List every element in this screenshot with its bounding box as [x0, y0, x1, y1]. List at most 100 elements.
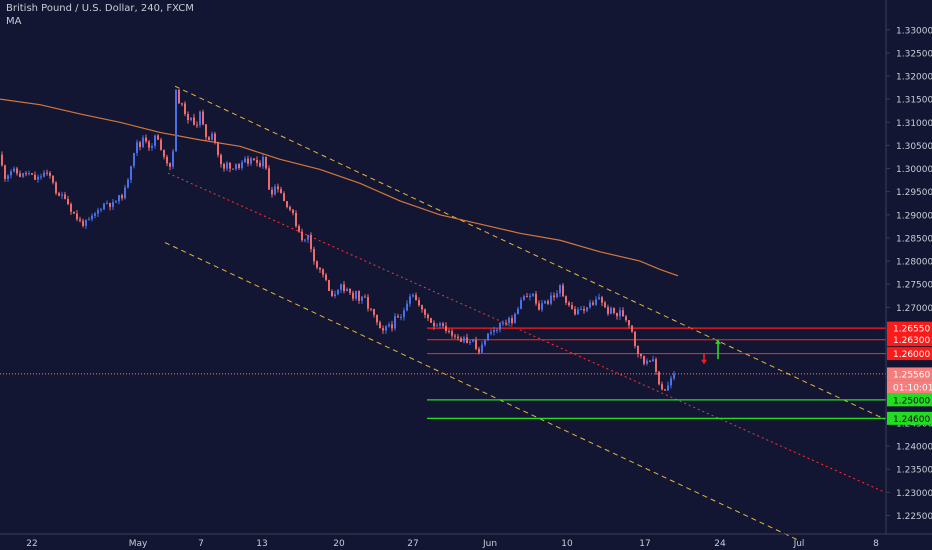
- candle-down: [289, 207, 291, 210]
- candle-up: [586, 307, 588, 311]
- candle-down: [511, 318, 513, 324]
- y-tick-label: 1.32000: [896, 73, 932, 83]
- candle-down: [460, 338, 462, 342]
- candle-down: [442, 323, 444, 326]
- candle-down: [349, 288, 351, 293]
- candle-up: [517, 308, 519, 314]
- candle-down: [358, 291, 360, 301]
- candle-down: [574, 308, 576, 315]
- candle-up: [355, 291, 357, 299]
- candle-up: [112, 202, 114, 207]
- candle-up: [406, 303, 408, 311]
- resistance-tag-1: 1.26550: [893, 325, 930, 335]
- y-tick-label: 1.29500: [896, 188, 932, 198]
- candle-down: [277, 186, 279, 190]
- countdown-tag-bg: [887, 380, 932, 394]
- candle-down: [643, 356, 645, 364]
- y-tick-label: 1.29000: [896, 211, 932, 221]
- candle-up: [436, 325, 438, 327]
- candle-down: [121, 195, 123, 199]
- candle-down: [184, 103, 186, 114]
- y-tick-label: 1.27000: [896, 304, 932, 314]
- candle-down: [178, 89, 180, 104]
- candle-up: [103, 203, 105, 210]
- candle-up: [499, 323, 501, 330]
- candle-down: [256, 160, 258, 163]
- candle-up: [520, 300, 522, 309]
- candle-up: [91, 215, 93, 220]
- candle-down: [25, 173, 27, 175]
- resistance-tag-1-bg: [887, 321, 932, 335]
- candle-up: [106, 203, 108, 205]
- candle-down: [535, 293, 537, 304]
- candle-up: [127, 179, 129, 188]
- time-axis[interactable]: 22 May 7 13 20 27 Jun 10 17 24 Jul 8: [26, 539, 879, 549]
- candle-up: [13, 168, 15, 172]
- y-tick-label: 1.31000: [896, 119, 932, 129]
- resistance-tag-3-bg: [887, 347, 932, 361]
- candle-up: [88, 219, 90, 221]
- horizontal-levels: [0, 327, 886, 419]
- y-tick-label: 1.30000: [896, 165, 932, 175]
- candle-down: [382, 328, 384, 331]
- candle-down: [391, 324, 393, 329]
- moving-average-layer: [0, 98, 679, 277]
- candle-down: [79, 219, 81, 221]
- symbol-title: British Pound / U.S. Dollar, 240, FXCM: [6, 3, 194, 14]
- candle-down: [205, 124, 207, 138]
- candle-up: [142, 137, 144, 147]
- candle-down: [640, 353, 642, 357]
- candle-up: [226, 162, 228, 169]
- arrow-down-head: [701, 359, 707, 364]
- candle-down: [427, 314, 429, 319]
- candle-down: [379, 322, 381, 329]
- candle-up: [211, 133, 213, 140]
- y-tick-label: 1.28000: [896, 258, 932, 268]
- x-tick-label: 24: [714, 539, 726, 549]
- candle-down: [163, 149, 165, 157]
- candle-down: [475, 339, 477, 349]
- candle-down: [34, 174, 36, 180]
- candle-down: [286, 201, 288, 208]
- candle-down: [46, 172, 48, 174]
- candle-down: [166, 156, 168, 164]
- candle-down: [565, 296, 567, 303]
- candle-down: [397, 316, 399, 318]
- candle-down: [292, 209, 294, 214]
- candle-down: [283, 193, 285, 202]
- candle-down: [370, 308, 372, 310]
- resistance-tag-2-bg: [887, 333, 932, 347]
- candle-down: [148, 141, 150, 148]
- candle-down: [145, 137, 147, 142]
- candle-down: [169, 163, 171, 167]
- x-tick-label: 7: [198, 539, 204, 549]
- candle-down: [193, 117, 195, 125]
- support-tag-1: 1.25000: [893, 396, 930, 406]
- y-tick-label: 1.33000: [896, 26, 932, 36]
- arrows-layer: [701, 339, 721, 364]
- candle-up: [490, 331, 492, 334]
- candle-down: [364, 296, 366, 298]
- candle-up: [595, 299, 597, 305]
- x-tick-label: 10: [561, 539, 573, 549]
- candle-down: [325, 274, 327, 281]
- candle-up: [481, 344, 483, 353]
- candle-down: [67, 198, 69, 205]
- y-tick-label: 1.27500: [896, 281, 932, 291]
- candle-down: [49, 172, 51, 176]
- indicator-legend: MA: [6, 16, 22, 27]
- candle-down: [1, 154, 3, 166]
- candle-up: [361, 296, 363, 301]
- candle-up: [667, 385, 669, 391]
- candle-up: [151, 145, 153, 148]
- candle-down: [622, 310, 624, 317]
- candle-down: [448, 331, 450, 333]
- candle-down: [253, 158, 255, 161]
- candle-down: [418, 300, 420, 306]
- y-tick-label: 1.24000: [896, 443, 932, 453]
- candle-up: [487, 333, 489, 341]
- channel-upper-line: [174, 85, 886, 420]
